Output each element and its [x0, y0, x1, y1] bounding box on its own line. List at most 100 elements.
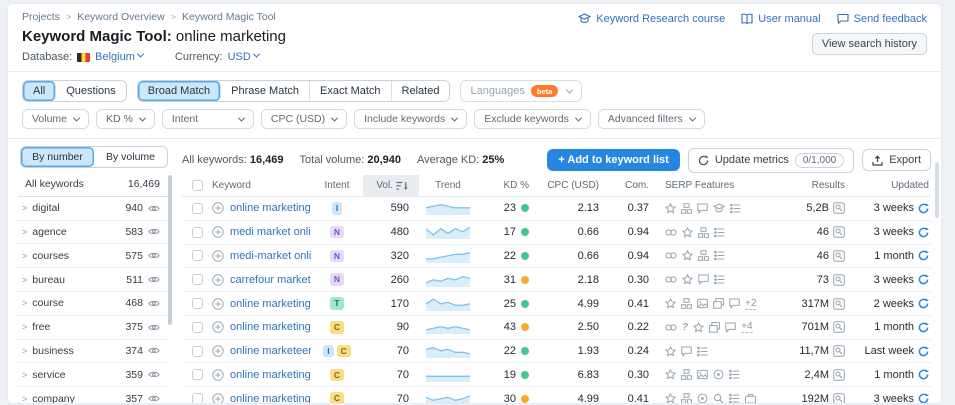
add-keyword-plus-icon[interactable]	[212, 392, 224, 403]
tab-exact-match[interactable]: Exact Match	[310, 81, 392, 101]
filter-cpc-usd-[interactable]: CPC (USD)	[260, 109, 348, 129]
col-com[interactable]: Com.	[625, 180, 649, 191]
refresh-metrics-icon[interactable]	[918, 226, 929, 238]
eye-icon[interactable]	[148, 298, 160, 309]
add-keyword-plus-icon[interactable]	[212, 274, 224, 286]
refresh-metrics-icon[interactable]	[918, 274, 929, 285]
add-to-keyword-list-button[interactable]: + Add to keyword list	[547, 149, 680, 171]
keyword-link[interactable]: online marketing agency	[230, 321, 311, 334]
database-select[interactable]: Belgium	[95, 50, 144, 63]
row-checkbox[interactable]	[191, 393, 203, 403]
table-scrollbar[interactable]	[935, 162, 939, 218]
expand-chevron-icon[interactable]: >	[22, 203, 28, 214]
breadcrumb-projects[interactable]: Projects	[22, 11, 60, 23]
row-checkbox[interactable]	[191, 226, 203, 238]
col-trend[interactable]: Trend	[435, 180, 461, 191]
sidebar-scrollbar[interactable]	[168, 175, 172, 325]
keyword-link[interactable]: online marketing	[230, 202, 311, 215]
refresh-metrics-icon[interactable]	[918, 298, 929, 309]
eye-icon[interactable]	[148, 203, 160, 214]
refresh-metrics-icon[interactable]	[918, 345, 929, 357]
group-row-agence[interactable]: > agence 583	[18, 221, 170, 245]
eye-icon[interactable]	[148, 250, 160, 261]
group-row-company[interactable]: > company 357	[18, 387, 170, 403]
add-keyword-plus-icon[interactable]	[212, 321, 224, 333]
keyword-research-course-link[interactable]: Keyword Research course	[578, 13, 725, 25]
serp-more-link[interactable]: +4	[741, 321, 753, 334]
keyword-link[interactable]: online marketeer	[230, 345, 311, 358]
group-row-courses[interactable]: > courses 575	[18, 244, 170, 269]
row-checkbox[interactable]	[191, 345, 203, 357]
languages-dropdown[interactable]: Languages beta	[460, 80, 583, 102]
expand-chevron-icon[interactable]: >	[22, 274, 28, 285]
user-manual-link[interactable]: User manual	[741, 13, 821, 25]
filter-kd-[interactable]: KD %	[96, 109, 155, 129]
serp-snapshot-icon[interactable]	[833, 273, 845, 286]
serp-snapshot-icon[interactable]	[833, 226, 845, 238]
group-row-free[interactable]: > free 375	[18, 316, 170, 340]
breadcrumb-keyword-overview[interactable]: Keyword Overview	[77, 11, 165, 23]
col-volume-sorted[interactable]: Vol.	[363, 175, 419, 196]
row-checkbox[interactable]	[191, 202, 203, 214]
export-button[interactable]: Export	[862, 149, 931, 171]
serp-snapshot-icon[interactable]	[833, 250, 845, 262]
tab-all[interactable]: All	[23, 81, 57, 101]
col-serp-features[interactable]: SERP Features	[665, 180, 735, 191]
keyword-link[interactable]: online marketing bureaus	[230, 392, 311, 403]
add-keyword-plus-icon[interactable]	[212, 369, 224, 381]
group-row-course[interactable]: > course 468	[18, 292, 170, 316]
add-keyword-plus-icon[interactable]	[212, 250, 224, 262]
send-feedback-link[interactable]: Send feedback	[837, 13, 927, 25]
tab-questions[interactable]: Questions	[56, 81, 126, 101]
expand-chevron-icon[interactable]: >	[22, 369, 28, 380]
keyword-link[interactable]: medi-market online	[230, 249, 311, 262]
filter-exclude-keywords[interactable]: Exclude keywords	[474, 109, 591, 129]
serp-snapshot-icon[interactable]	[833, 392, 845, 403]
serp-snapshot-icon[interactable]	[833, 297, 845, 310]
group-row-digital[interactable]: > digital 940	[18, 197, 170, 221]
tab-related[interactable]: Related	[391, 81, 450, 101]
filter-volume[interactable]: Volume	[22, 109, 90, 129]
serp-snapshot-icon[interactable]	[833, 202, 845, 215]
add-keyword-plus-icon[interactable]	[212, 226, 224, 238]
serp-snapshot-icon[interactable]	[833, 321, 845, 334]
serp-snapshot-icon[interactable]	[833, 345, 845, 357]
col-updated[interactable]: Updated	[891, 180, 929, 191]
filter-advanced-filters[interactable]: Advanced filters	[597, 109, 705, 129]
keyword-link[interactable]: carrefour market online	[230, 273, 311, 286]
eye-icon[interactable]	[148, 322, 160, 333]
expand-chevron-icon[interactable]: >	[22, 298, 28, 309]
view-search-history-button[interactable]: View search history	[811, 33, 927, 55]
toggle-by-number[interactable]: By number	[21, 147, 94, 167]
add-keyword-plus-icon[interactable]	[212, 297, 224, 310]
filter-include-keywords[interactable]: Include keywords	[354, 109, 468, 129]
serp-more-link[interactable]: +2	[745, 297, 757, 310]
col-keyword[interactable]: Keyword	[212, 180, 251, 191]
row-checkbox[interactable]	[191, 250, 203, 262]
currency-select[interactable]: USD	[228, 50, 260, 63]
expand-chevron-icon[interactable]: >	[22, 345, 28, 356]
row-checkbox[interactable]	[191, 321, 203, 333]
expand-chevron-icon[interactable]: >	[22, 226, 28, 237]
group-row-service[interactable]: > service 359	[18, 363, 170, 388]
refresh-metrics-icon[interactable]	[918, 369, 929, 380]
refresh-metrics-icon[interactable]	[918, 250, 929, 261]
expand-chevron-icon[interactable]: >	[22, 322, 28, 333]
tab-phrase-match[interactable]: Phrase Match	[221, 81, 311, 101]
add-keyword-plus-icon[interactable]	[212, 202, 224, 215]
col-intent[interactable]: Intent	[324, 180, 350, 191]
row-checkbox[interactable]	[191, 298, 203, 310]
eye-icon[interactable]	[148, 393, 160, 403]
add-keyword-plus-icon[interactable]	[212, 345, 224, 357]
refresh-metrics-icon[interactable]	[918, 393, 929, 403]
keyword-link[interactable]: online marketing bureau antwerpen	[230, 368, 311, 381]
serp-snapshot-icon[interactable]	[833, 369, 845, 381]
tab-broad-match[interactable]: Broad Match	[137, 81, 222, 101]
eye-icon[interactable]	[148, 274, 160, 285]
all-keywords-row[interactable]: All keywords 16,469	[18, 173, 170, 197]
keyword-link[interactable]: online marketing bureau	[230, 297, 311, 310]
expand-chevron-icon[interactable]: >	[22, 393, 28, 403]
group-row-bureau[interactable]: > bureau 511	[18, 268, 170, 292]
expand-chevron-icon[interactable]: >	[22, 250, 28, 261]
refresh-metrics-icon[interactable]	[918, 321, 929, 333]
